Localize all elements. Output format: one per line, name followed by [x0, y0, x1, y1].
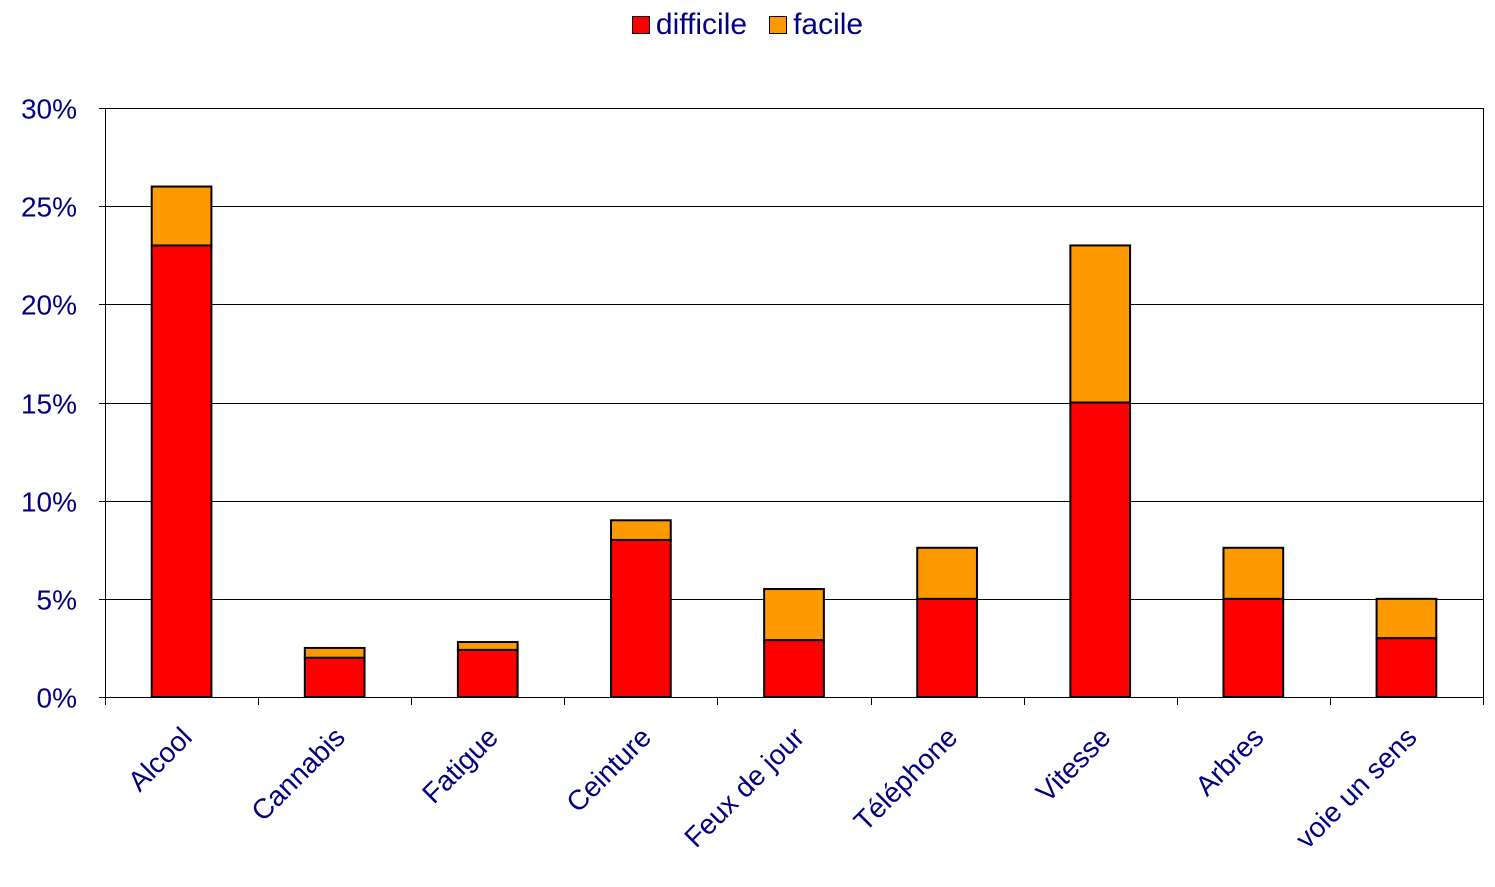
x-tick-label: Cannabis — [245, 721, 351, 827]
x-tick-label: Fatigue — [416, 721, 504, 809]
y-tick-label: 25% — [21, 192, 77, 223]
bar-difficile — [1222, 597, 1285, 698]
bar-difficile — [1375, 637, 1438, 698]
bar-facile — [456, 641, 519, 651]
bar-difficile — [303, 656, 366, 699]
bar-facile — [1222, 546, 1285, 600]
bar-facile — [610, 519, 672, 541]
legend-item-facile: facile — [769, 8, 863, 42]
x-tick-label: Ceinture — [560, 721, 657, 818]
y-tick-label: 15% — [21, 389, 77, 420]
x-tick-label: Téléphone — [848, 721, 964, 837]
bar-facile — [1069, 244, 1132, 404]
legend-item-difficile: difficile — [631, 8, 748, 42]
bar-facile — [916, 546, 978, 600]
bar-facile — [150, 185, 213, 247]
legend-swatch-facile — [769, 16, 788, 34]
legend-label-difficile: difficile — [655, 8, 748, 41]
y-tick-label: 0% — [37, 683, 77, 714]
x-tick-label: Vitesse — [1030, 721, 1116, 807]
legend: difficile facile — [0, 8, 1495, 42]
legend-label-facile: facile — [793, 8, 864, 41]
x-tick-label: voie un sens — [1290, 721, 1423, 854]
x-tick-label: Arbres — [1189, 721, 1269, 801]
y-tick-label: 10% — [21, 487, 77, 518]
y-tick-label: 5% — [37, 585, 77, 616]
bar-difficile — [1069, 401, 1132, 698]
x-tick-label: Feux de jour — [678, 721, 810, 853]
y-tick-label: 30% — [21, 94, 77, 125]
bar-facile — [1375, 597, 1438, 640]
bar-facile — [303, 646, 366, 659]
y-tick-label: 20% — [21, 290, 77, 321]
bar-difficile — [150, 244, 213, 699]
bar-difficile — [456, 648, 519, 699]
bar-difficile — [610, 538, 672, 699]
legend-swatch-difficile — [631, 16, 650, 34]
bar-difficile — [916, 597, 978, 698]
bar-facile — [763, 588, 825, 642]
x-tick-label: Alcool — [122, 721, 198, 797]
bar-difficile — [763, 639, 825, 699]
